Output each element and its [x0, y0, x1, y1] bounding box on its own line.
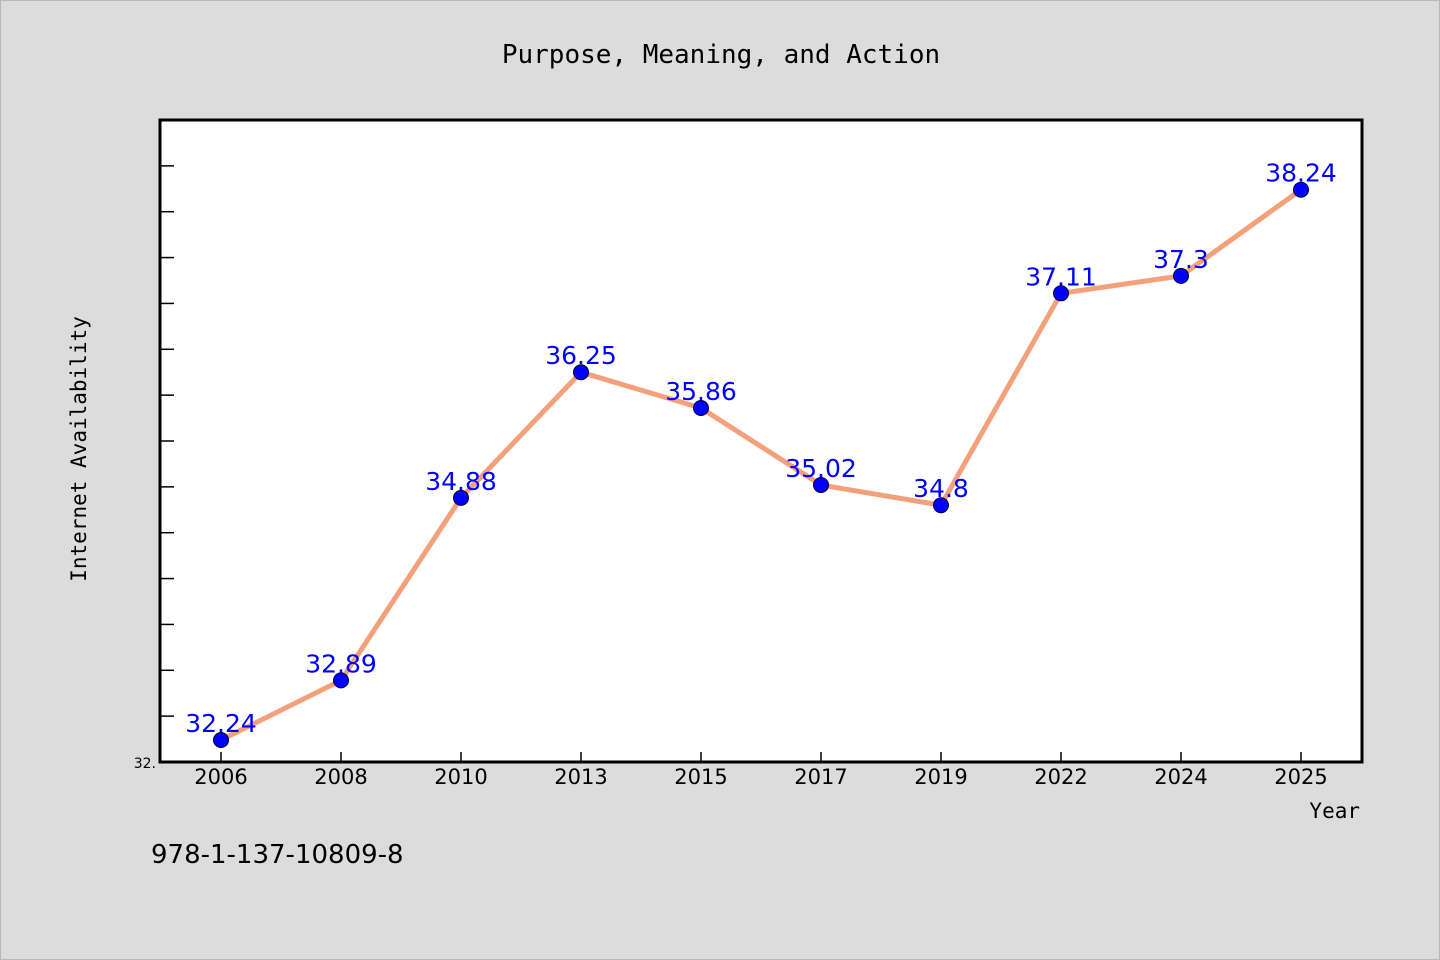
- series-markers: [213, 181, 1309, 748]
- x-axis-tick-labels: 2006 2008 2010 2013 2015 2017 2019 2022 2024 2025: [194, 765, 1327, 789]
- series-line: [218, 187, 1304, 743]
- data-point: [213, 732, 229, 748]
- data-label: 37.3: [1153, 245, 1209, 274]
- data-label: 34.8: [913, 474, 969, 503]
- isbn-footer: 978-1-137-10809-8: [151, 840, 404, 870]
- data-point: [333, 672, 349, 689]
- data-label: 32.89: [305, 649, 377, 678]
- x-tick-label: 2013: [554, 765, 607, 789]
- data-label: 35.86: [665, 377, 737, 406]
- x-tick-label: 2010: [434, 765, 487, 789]
- data-labels: 32.24 32.89 34.88 36.25 35.86 35.02 34.8 37.11 3…: [185, 159, 1337, 738]
- x-tick-label: 2022: [1034, 765, 1087, 789]
- data-label: 35.02: [785, 454, 857, 483]
- x-axis-ticks: [220, 752, 1302, 762]
- y-axis-ticks: [160, 119, 174, 763]
- data-point: [453, 489, 469, 506]
- data-point: [1053, 285, 1069, 302]
- chart-title: Purpose, Meaning, and Action: [502, 40, 940, 70]
- x-tick-label: 2015: [674, 765, 727, 789]
- data-label: 36.25: [545, 341, 617, 370]
- x-tick-label: 2019: [914, 765, 967, 789]
- data-label: 38.24: [1265, 159, 1337, 188]
- data-point: [573, 364, 589, 381]
- data-label: 37.11: [1025, 262, 1097, 291]
- data-point: [693, 400, 709, 416]
- y-axis-label: Internet Availability: [67, 316, 91, 582]
- data-point: [1293, 181, 1309, 198]
- y-tick-label: 32.: [134, 756, 156, 772]
- data-point: [813, 477, 829, 493]
- x-axis-label: Year: [1309, 799, 1360, 823]
- x-tick-label: 2025: [1274, 765, 1327, 789]
- data-label: 34.88: [425, 467, 497, 496]
- data-point: [933, 497, 949, 514]
- x-tick-label: 2008: [314, 765, 367, 789]
- x-tick-label: 2017: [794, 765, 847, 789]
- data-point: [1173, 267, 1189, 284]
- data-label: 32.24: [185, 709, 257, 738]
- x-tick-label: 2006: [194, 765, 247, 789]
- x-tick-label: 2024: [1154, 765, 1207, 789]
